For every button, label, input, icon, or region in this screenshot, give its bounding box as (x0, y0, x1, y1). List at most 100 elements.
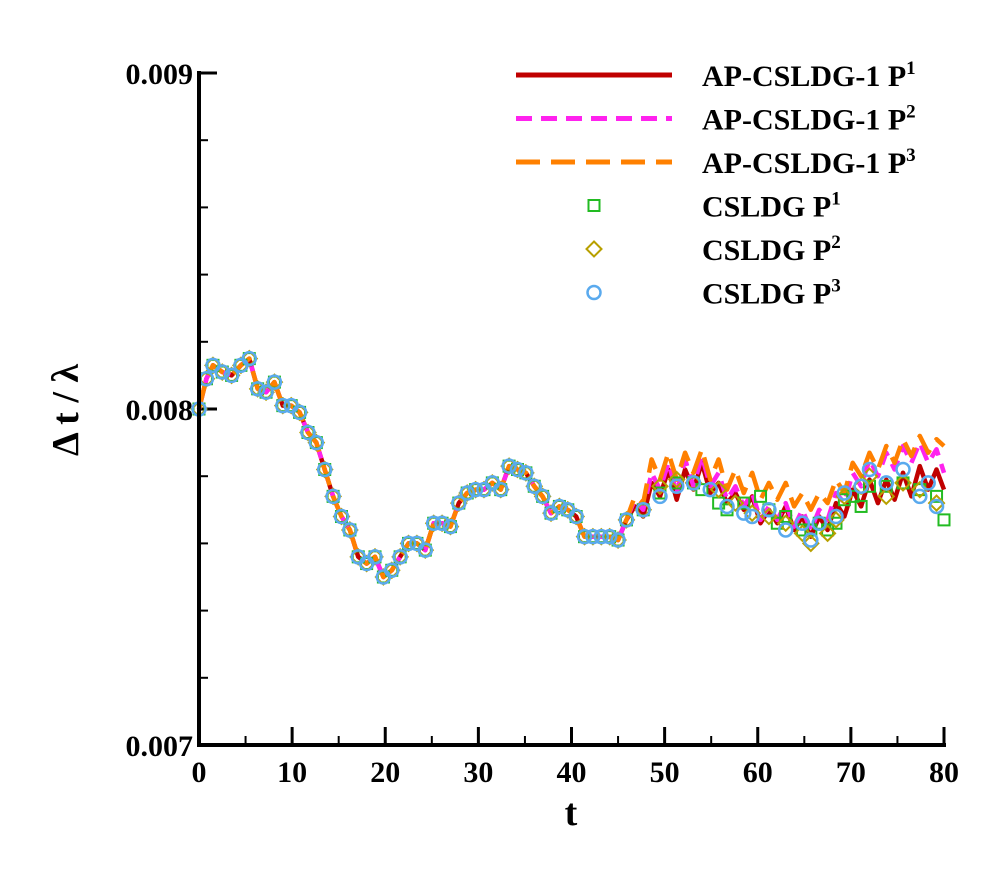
data-point (877, 487, 896, 506)
data-point (853, 478, 869, 495)
data-point (668, 478, 685, 495)
data-point (896, 476, 910, 490)
legend-label: AP-CSLDG-1 P1 (702, 58, 916, 93)
legend: AP-CSLDG-1 P1 AP-CSLDG-1 P2 AP-CSLDG-1 P3 C… (516, 58, 916, 311)
data-point (801, 534, 820, 553)
plot-area (190, 349, 951, 586)
x-tick-label: 30 (463, 756, 493, 789)
data-point (651, 477, 669, 496)
series-markers-p1 (192, 352, 951, 584)
x-tick-label: 60 (743, 756, 773, 789)
legend-entry: AP-CSLDG-1 P2 (516, 102, 916, 137)
data-point (861, 461, 878, 478)
x-tick-label: 50 (650, 756, 680, 789)
data-point (442, 518, 459, 535)
data-point (342, 522, 358, 538)
data-point (266, 374, 283, 390)
legend-label: CSLDG P3 (702, 276, 841, 311)
data-point (928, 498, 945, 515)
data-point (501, 458, 517, 474)
data-point (776, 514, 795, 533)
data-point (744, 508, 760, 525)
x-tick-label: 40 (557, 756, 587, 789)
data-point (384, 562, 400, 579)
data-point (793, 524, 812, 543)
x-tick-label: 10 (277, 756, 307, 789)
data-point (761, 502, 777, 518)
data-point (451, 495, 467, 511)
data-point (526, 478, 542, 495)
series-line-p2 (196, 356, 947, 580)
data-point (794, 515, 811, 531)
data-point (719, 498, 735, 515)
data-point (836, 485, 853, 501)
legend-entry: CSLDG P2 (585, 232, 841, 267)
data-point (779, 510, 793, 524)
data-point (241, 350, 258, 367)
data-point (737, 496, 751, 510)
data-point (754, 489, 768, 503)
data-point (702, 481, 719, 498)
data-point (736, 505, 752, 521)
tick-labels: 0 10 20 30 40 50 60 70 80 0.007 0.008 0.009 (126, 58, 960, 789)
y-tick-label: 0.007 (126, 730, 194, 763)
data-point (652, 488, 668, 505)
data-point (667, 470, 686, 489)
legend-label: AP-CSLDG-1 P3 (702, 145, 916, 180)
data-point (895, 461, 911, 478)
series-line-p3 (196, 356, 946, 580)
legend-entry: CSLDG P1 (587, 189, 841, 224)
data-point (610, 532, 626, 548)
data-point (827, 510, 845, 529)
data-point (863, 479, 876, 493)
data-point (593, 528, 610, 545)
legend-entry: CSLDG P3 (586, 276, 841, 311)
data-point (333, 508, 350, 525)
data-point (291, 404, 308, 421)
series-markers-p2 (190, 349, 946, 586)
legend-label: CSLDG P2 (702, 232, 841, 267)
x-tick-label: 20 (370, 756, 400, 789)
data-point (601, 528, 618, 545)
data-point (585, 528, 601, 545)
y-tick-label: 0.008 (126, 394, 194, 427)
data-point (434, 515, 450, 531)
data-point (417, 542, 434, 558)
data-point (568, 508, 584, 525)
legend-marker-swatch (587, 199, 601, 212)
data-point (400, 535, 417, 552)
data-point (818, 524, 837, 543)
data-point (835, 487, 854, 506)
data-point (275, 397, 291, 414)
data-point (425, 515, 442, 531)
data-point (777, 522, 794, 538)
data-point (249, 381, 266, 397)
data-point (854, 499, 868, 513)
legend-label: CSLDG P1 (702, 189, 841, 224)
x-tick-label: 80 (929, 756, 959, 789)
data-point (930, 489, 944, 503)
y-axis-label: Δ t / λ (45, 364, 87, 456)
legend-entry: AP-CSLDG-1 P3 (516, 145, 916, 180)
data-point (258, 384, 274, 400)
data-point (300, 424, 316, 441)
legend-marker-swatch (586, 284, 602, 301)
data-point (367, 549, 383, 565)
data-point (912, 488, 928, 505)
x-axis-label: t (565, 792, 578, 834)
data-point (459, 485, 475, 501)
data-point (534, 488, 551, 505)
x-tick-label: 0 (192, 756, 207, 789)
data-point (316, 461, 333, 478)
legend-entry: AP-CSLDG-1 P1 (516, 58, 916, 93)
data-point (846, 489, 860, 503)
data-point (811, 515, 827, 531)
data-point (828, 508, 844, 525)
data-point (803, 532, 819, 548)
data-point (392, 549, 408, 565)
data-point (223, 367, 240, 384)
data-point (518, 465, 534, 481)
data-point (685, 475, 702, 491)
x-tick-label: 70 (836, 756, 866, 789)
